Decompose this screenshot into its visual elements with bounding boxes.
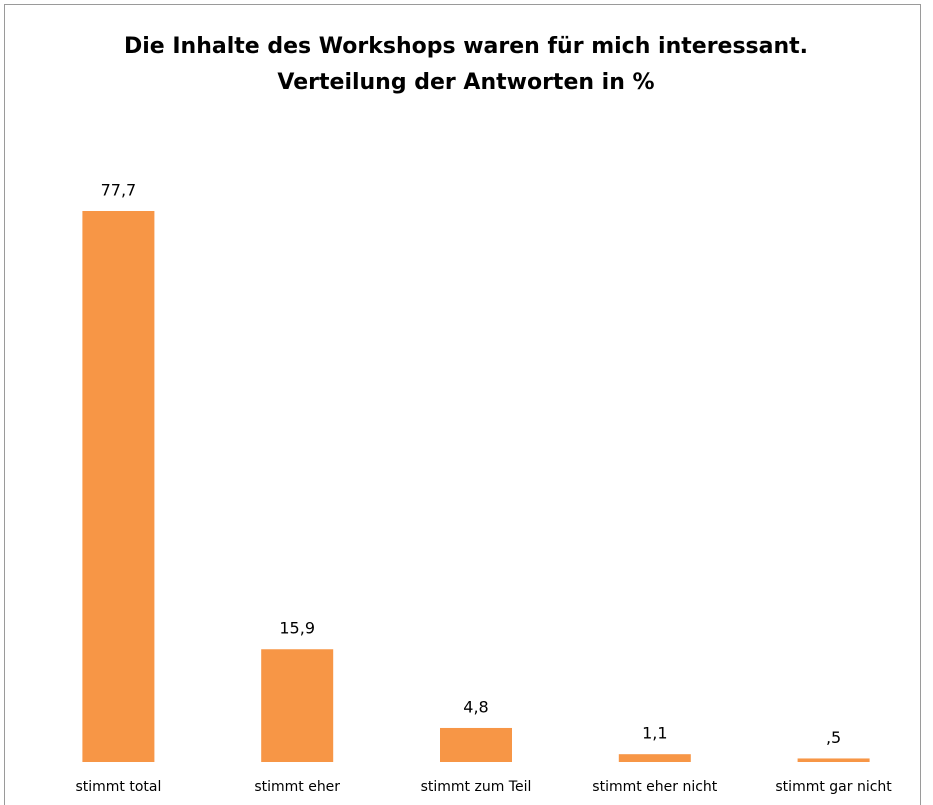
bar (261, 649, 334, 762)
x-tick-label: stimmt total (75, 779, 161, 795)
x-tick-label: stimmt eher (254, 779, 340, 795)
value-label: 77,7 (101, 181, 137, 200)
bar (440, 727, 512, 762)
bar (82, 211, 155, 762)
value-label: 4,8 (463, 697, 488, 716)
x-tick-label: stimmt eher nicht (592, 779, 718, 795)
value-label: ,5 (826, 728, 841, 747)
value-label: 15,9 (279, 619, 315, 638)
chart-title: Die Inhalte des Workshops waren für mich… (124, 34, 808, 59)
value-label: 1,1 (642, 724, 667, 743)
chart-subtitle: Verteilung der Antworten in % (277, 70, 654, 95)
chart-frame (4, 4, 921, 805)
x-tick-label: stimmt gar nicht (775, 779, 892, 795)
x-tick-label: stimmt zum Teil (421, 779, 532, 795)
bar (797, 758, 870, 762)
bar (618, 754, 691, 762)
